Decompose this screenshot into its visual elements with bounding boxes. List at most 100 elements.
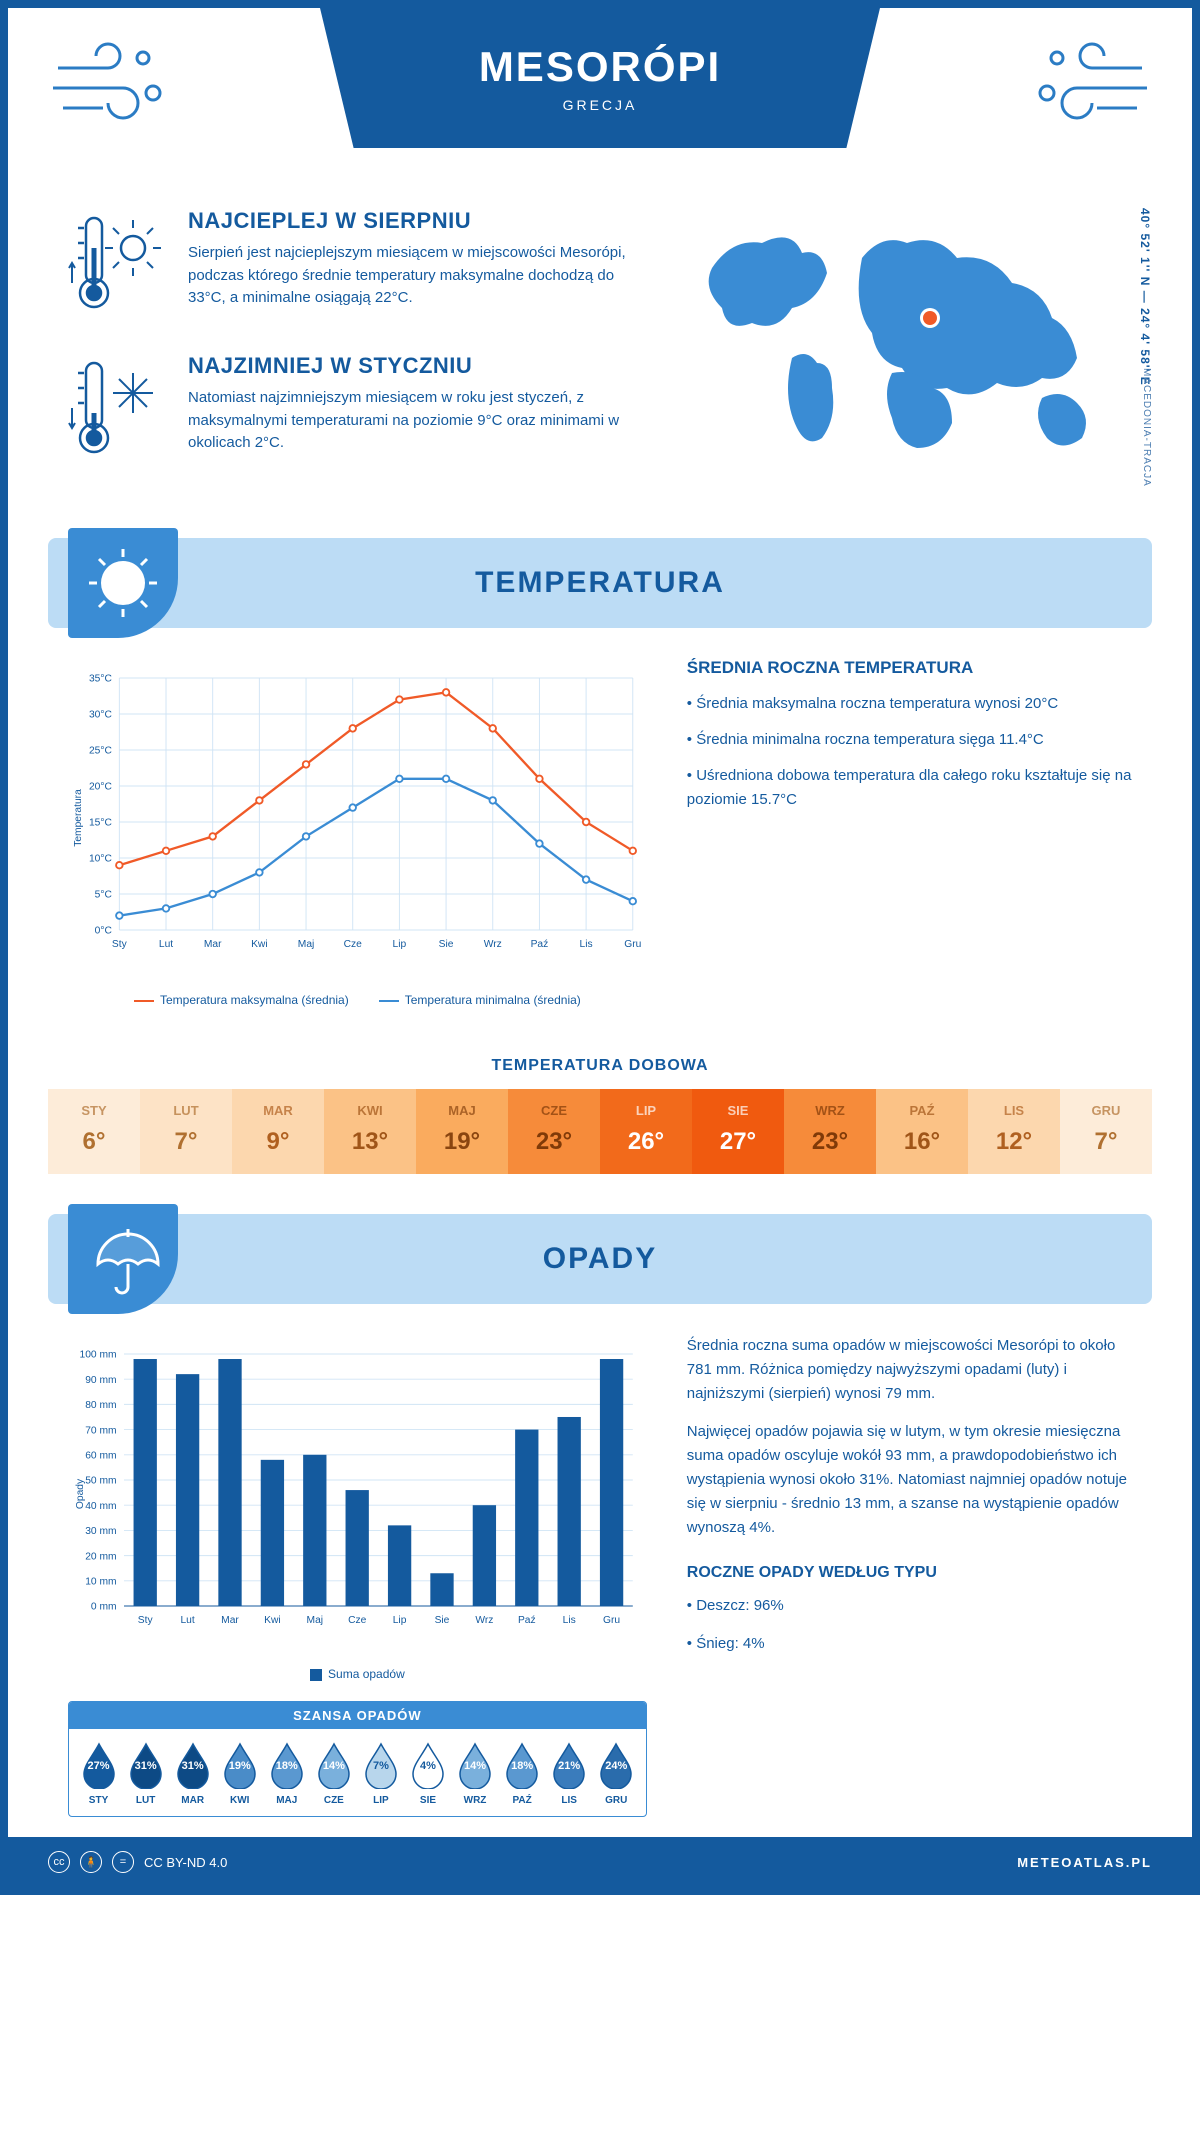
chance-cell: 31%LUT — [122, 1741, 169, 1806]
fact-hot-text: Sierpień jest najcieplejszym miesiącem w… — [188, 242, 642, 310]
svg-text:Lip: Lip — [393, 939, 407, 950]
precip-para: Średnia roczna suma opadów w miejscowośc… — [687, 1334, 1132, 1406]
fact-coldest: NAJZIMNIEJ W STYCZNIU Natomiast najzimni… — [68, 353, 642, 468]
svg-text:40 mm: 40 mm — [85, 1501, 116, 1512]
fact-hottest: NAJCIEPLEJ W SIERPNIU Sierpień jest najc… — [68, 208, 642, 323]
chart-legend: Temperatura maksymalna (średnia) Tempera… — [68, 993, 647, 1007]
chance-cell: 19%KWI — [216, 1741, 263, 1806]
chance-cell: 31%MAR — [169, 1741, 216, 1806]
heat-cell: LIP26° — [600, 1089, 692, 1174]
rain-chance-box: SZANSA OPADÓW 27%STY31%LUT31%MAR19%KWI18… — [68, 1701, 647, 1817]
svg-text:30 mm: 30 mm — [85, 1526, 116, 1537]
wind-icon — [48, 38, 178, 133]
facts-column: NAJCIEPLEJ W SIERPNIU Sierpień jest najc… — [68, 208, 642, 498]
daily-temp-title: TEMPERATURA DOBOWA — [8, 1057, 1192, 1075]
temp-bullet: • Średnia minimalna roczna temperatura s… — [687, 728, 1132, 752]
bar-legend: Suma opadów — [68, 1667, 647, 1681]
coordinates: 40° 52' 1'' N — 24° 4' 58'' E — [1138, 208, 1152, 386]
precip-type-title: ROCZNE OPADY WEDŁUG TYPU — [687, 1560, 1132, 1586]
legend-min: Temperatura minimalna (średnia) — [379, 993, 581, 1007]
temperature-info: ŚREDNIA ROCZNA TEMPERATURA • Średnia mak… — [687, 658, 1132, 1007]
map-icon — [682, 208, 1132, 468]
chance-cell: 21%LIS — [546, 1741, 593, 1806]
title-banner: MESORÓPI GRECJA — [320, 8, 880, 148]
thermometer-cold-icon — [68, 353, 168, 468]
chance-cell: 14%WRZ — [452, 1741, 499, 1806]
by-icon: 🧍 — [80, 1851, 102, 1873]
svg-text:15°C: 15°C — [89, 818, 113, 829]
chance-cell: 18%MAJ — [263, 1741, 310, 1806]
svg-text:Mar: Mar — [221, 1615, 239, 1626]
svg-text:Paź: Paź — [531, 939, 549, 950]
svg-text:Kwi: Kwi — [264, 1615, 281, 1626]
precip-para: Najwięcej opadów pojawia się w lutym, w … — [687, 1420, 1132, 1540]
precipitation-bar-chart: 0 mm10 mm20 mm30 mm40 mm50 mm60 mm70 mm8… — [68, 1334, 647, 1817]
heat-cell: MAJ19° — [416, 1089, 508, 1174]
svg-text:Lis: Lis — [580, 939, 593, 950]
svg-text:35°C: 35°C — [89, 674, 113, 685]
chance-cell: 4%SIE — [404, 1741, 451, 1806]
svg-text:Sie: Sie — [435, 1615, 450, 1626]
temp-info-title: ŚREDNIA ROCZNA TEMPERATURA — [687, 658, 1132, 678]
heat-cell: WRZ23° — [784, 1089, 876, 1174]
svg-text:Wrz: Wrz — [475, 1615, 493, 1626]
svg-text:Wrz: Wrz — [484, 939, 502, 950]
precipitation-info: Średnia roczna suma opadów w miejscowośc… — [687, 1334, 1132, 1817]
precip-type-snow: • Śnieg: 4% — [687, 1632, 1132, 1656]
chance-cell: 7%LIP — [357, 1741, 404, 1806]
heat-cell: SIE27° — [692, 1089, 784, 1174]
svg-text:60 mm: 60 mm — [85, 1451, 116, 1462]
page-title: MESORÓPI — [479, 43, 721, 91]
svg-text:Kwi: Kwi — [251, 939, 268, 950]
chance-cell: 24%GRU — [593, 1741, 640, 1806]
region-label: MACEDONIA-TRACJA — [1141, 368, 1152, 487]
heat-cell: PAŹ16° — [876, 1089, 968, 1174]
svg-text:90 mm: 90 mm — [85, 1375, 116, 1386]
umbrella-icon — [68, 1204, 178, 1314]
svg-text:Sty: Sty — [138, 1615, 154, 1626]
sun-icon — [68, 528, 178, 638]
chance-cell: 18%PAŹ — [499, 1741, 546, 1806]
section-header-temperature: TEMPERATURA — [48, 538, 1152, 628]
precip-type-rain: • Deszcz: 96% — [687, 1594, 1132, 1618]
license: cc 🧍 = CC BY-ND 4.0 — [48, 1851, 227, 1873]
nd-icon: = — [112, 1851, 134, 1873]
svg-text:25°C: 25°C — [89, 746, 113, 757]
section-title: TEMPERATURA — [475, 566, 725, 600]
chance-cell: 27%STY — [75, 1741, 122, 1806]
fact-hot-title: NAJCIEPLEJ W SIERPNIU — [188, 208, 642, 234]
legend-max: Temperatura maksymalna (średnia) — [134, 993, 349, 1007]
heat-cell: STY6° — [48, 1089, 140, 1174]
temperature-body: 0°C5°C10°C15°C20°C25°C30°C35°CStyLutMarK… — [8, 628, 1192, 1037]
temp-bullet: • Średnia maksymalna roczna temperatura … — [687, 692, 1132, 716]
chance-title: SZANSA OPADÓW — [69, 1702, 646, 1729]
svg-text:10°C: 10°C — [89, 854, 113, 865]
header: MESORÓPI GRECJA — [8, 8, 1192, 188]
cc-icon: cc — [48, 1851, 70, 1873]
svg-text:5°C: 5°C — [95, 890, 113, 901]
thermometer-hot-icon — [68, 208, 168, 323]
svg-text:100 mm: 100 mm — [80, 1350, 117, 1361]
svg-text:Sty: Sty — [112, 939, 128, 950]
heat-cell: LIS12° — [968, 1089, 1060, 1174]
heat-cell: KWI13° — [324, 1089, 416, 1174]
precipitation-body: 0 mm10 mm20 mm30 mm40 mm50 mm60 mm70 mm8… — [8, 1304, 1192, 1837]
svg-text:Lut: Lut — [159, 939, 173, 950]
temperature-line-chart: 0°C5°C10°C15°C20°C25°C30°C35°CStyLutMarK… — [68, 658, 647, 1007]
svg-text:Cze: Cze — [344, 939, 363, 950]
section-header-precipitation: OPADY — [48, 1214, 1152, 1304]
svg-text:Temperatura: Temperatura — [73, 789, 84, 847]
svg-text:Lut: Lut — [180, 1615, 194, 1626]
svg-text:Lip: Lip — [393, 1615, 407, 1626]
svg-text:0 mm: 0 mm — [91, 1602, 117, 1613]
license-text: CC BY-ND 4.0 — [144, 1855, 227, 1870]
world-map: 40° 52' 1'' N — 24° 4' 58'' E MACEDONIA-… — [682, 208, 1132, 498]
svg-text:20 mm: 20 mm — [85, 1551, 116, 1562]
svg-text:Mar: Mar — [204, 939, 222, 950]
svg-text:Maj: Maj — [298, 939, 315, 950]
svg-text:Opady: Opady — [75, 1478, 86, 1509]
heat-cell: MAR9° — [232, 1089, 324, 1174]
fact-cold-title: NAJZIMNIEJ W STYCZNIU — [188, 353, 642, 379]
heat-cell: GRU7° — [1060, 1089, 1152, 1174]
heat-cell: CZE23° — [508, 1089, 600, 1174]
